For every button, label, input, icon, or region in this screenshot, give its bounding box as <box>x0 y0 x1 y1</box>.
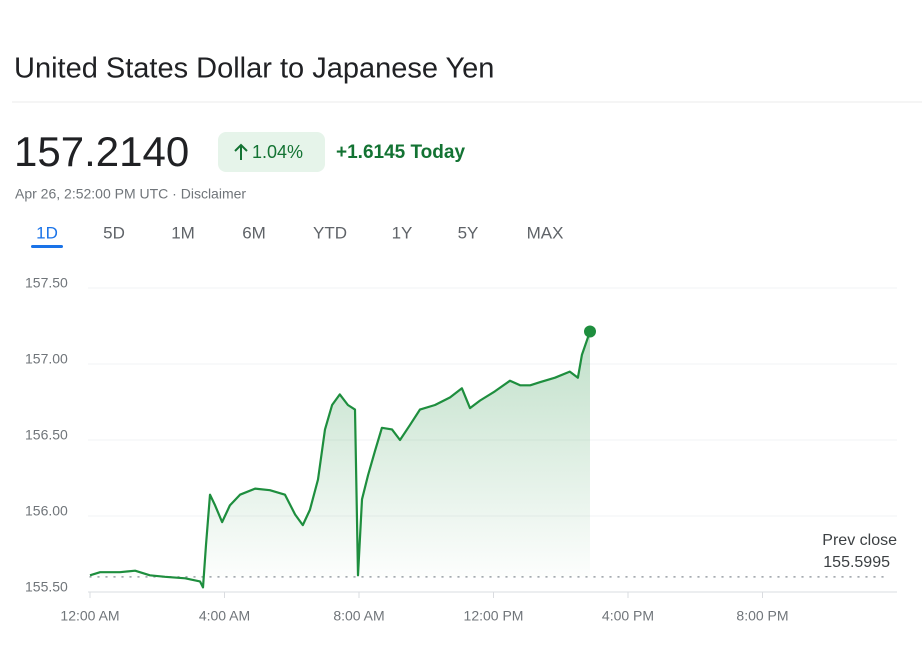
x-tick-label: 4:00 AM <box>199 608 250 624</box>
timestamp: Apr 26, 2:52:00 PM UTC · Disclaimer <box>15 186 246 202</box>
tab[interactable]: YTD <box>313 223 347 242</box>
x-tick-label: 4:00 PM <box>602 608 654 624</box>
x-tick-label: 12:00 PM <box>464 608 524 624</box>
plot: 155.50 156.00 156.50 157.00 157.50 12:00 AM 4:… <box>25 275 897 624</box>
y-tick-label: 155.50 <box>25 579 68 595</box>
last-point <box>584 325 597 338</box>
up-arrow <box>234 143 248 160</box>
x-tick-label: 8:00 PM <box>736 608 788 624</box>
x-tick-label: 8:00 AM <box>333 608 384 624</box>
area <box>90 331 590 588</box>
x-tick-label: 12:00 AM <box>60 608 119 624</box>
tab[interactable]: 1Y <box>392 223 413 242</box>
change-percent: 1.04% <box>252 142 303 162</box>
tab[interactable]: 6M <box>242 223 266 242</box>
y-tick-label: 156.00 <box>25 503 68 519</box>
range-tabs: 1D 5D 1M 6M YTD 1Y 5Y MAX <box>31 223 563 248</box>
tab[interactable]: 5D <box>103 223 125 242</box>
prev-close-value: 155.5995 <box>823 554 890 571</box>
y-tick-label: 157.50 <box>25 275 68 291</box>
change-badge <box>218 132 325 172</box>
y-tick-label: 157.00 <box>25 351 68 367</box>
tab[interactable]: 1D <box>36 223 58 242</box>
tab[interactable]: 5Y <box>458 223 479 242</box>
price: 157.2140 <box>14 128 189 175</box>
y-tick-label: 156.50 <box>25 427 68 443</box>
title: United States Dollar to Japanese Yen <box>14 53 494 85</box>
price-line <box>89 331 592 589</box>
change-today: +1.6145 Today <box>336 142 465 163</box>
tab[interactable]: 1M <box>171 223 195 242</box>
tab-underline <box>31 245 63 248</box>
prev-close-label: Prev close <box>822 532 897 549</box>
tab[interactable]: MAX <box>527 223 564 242</box>
